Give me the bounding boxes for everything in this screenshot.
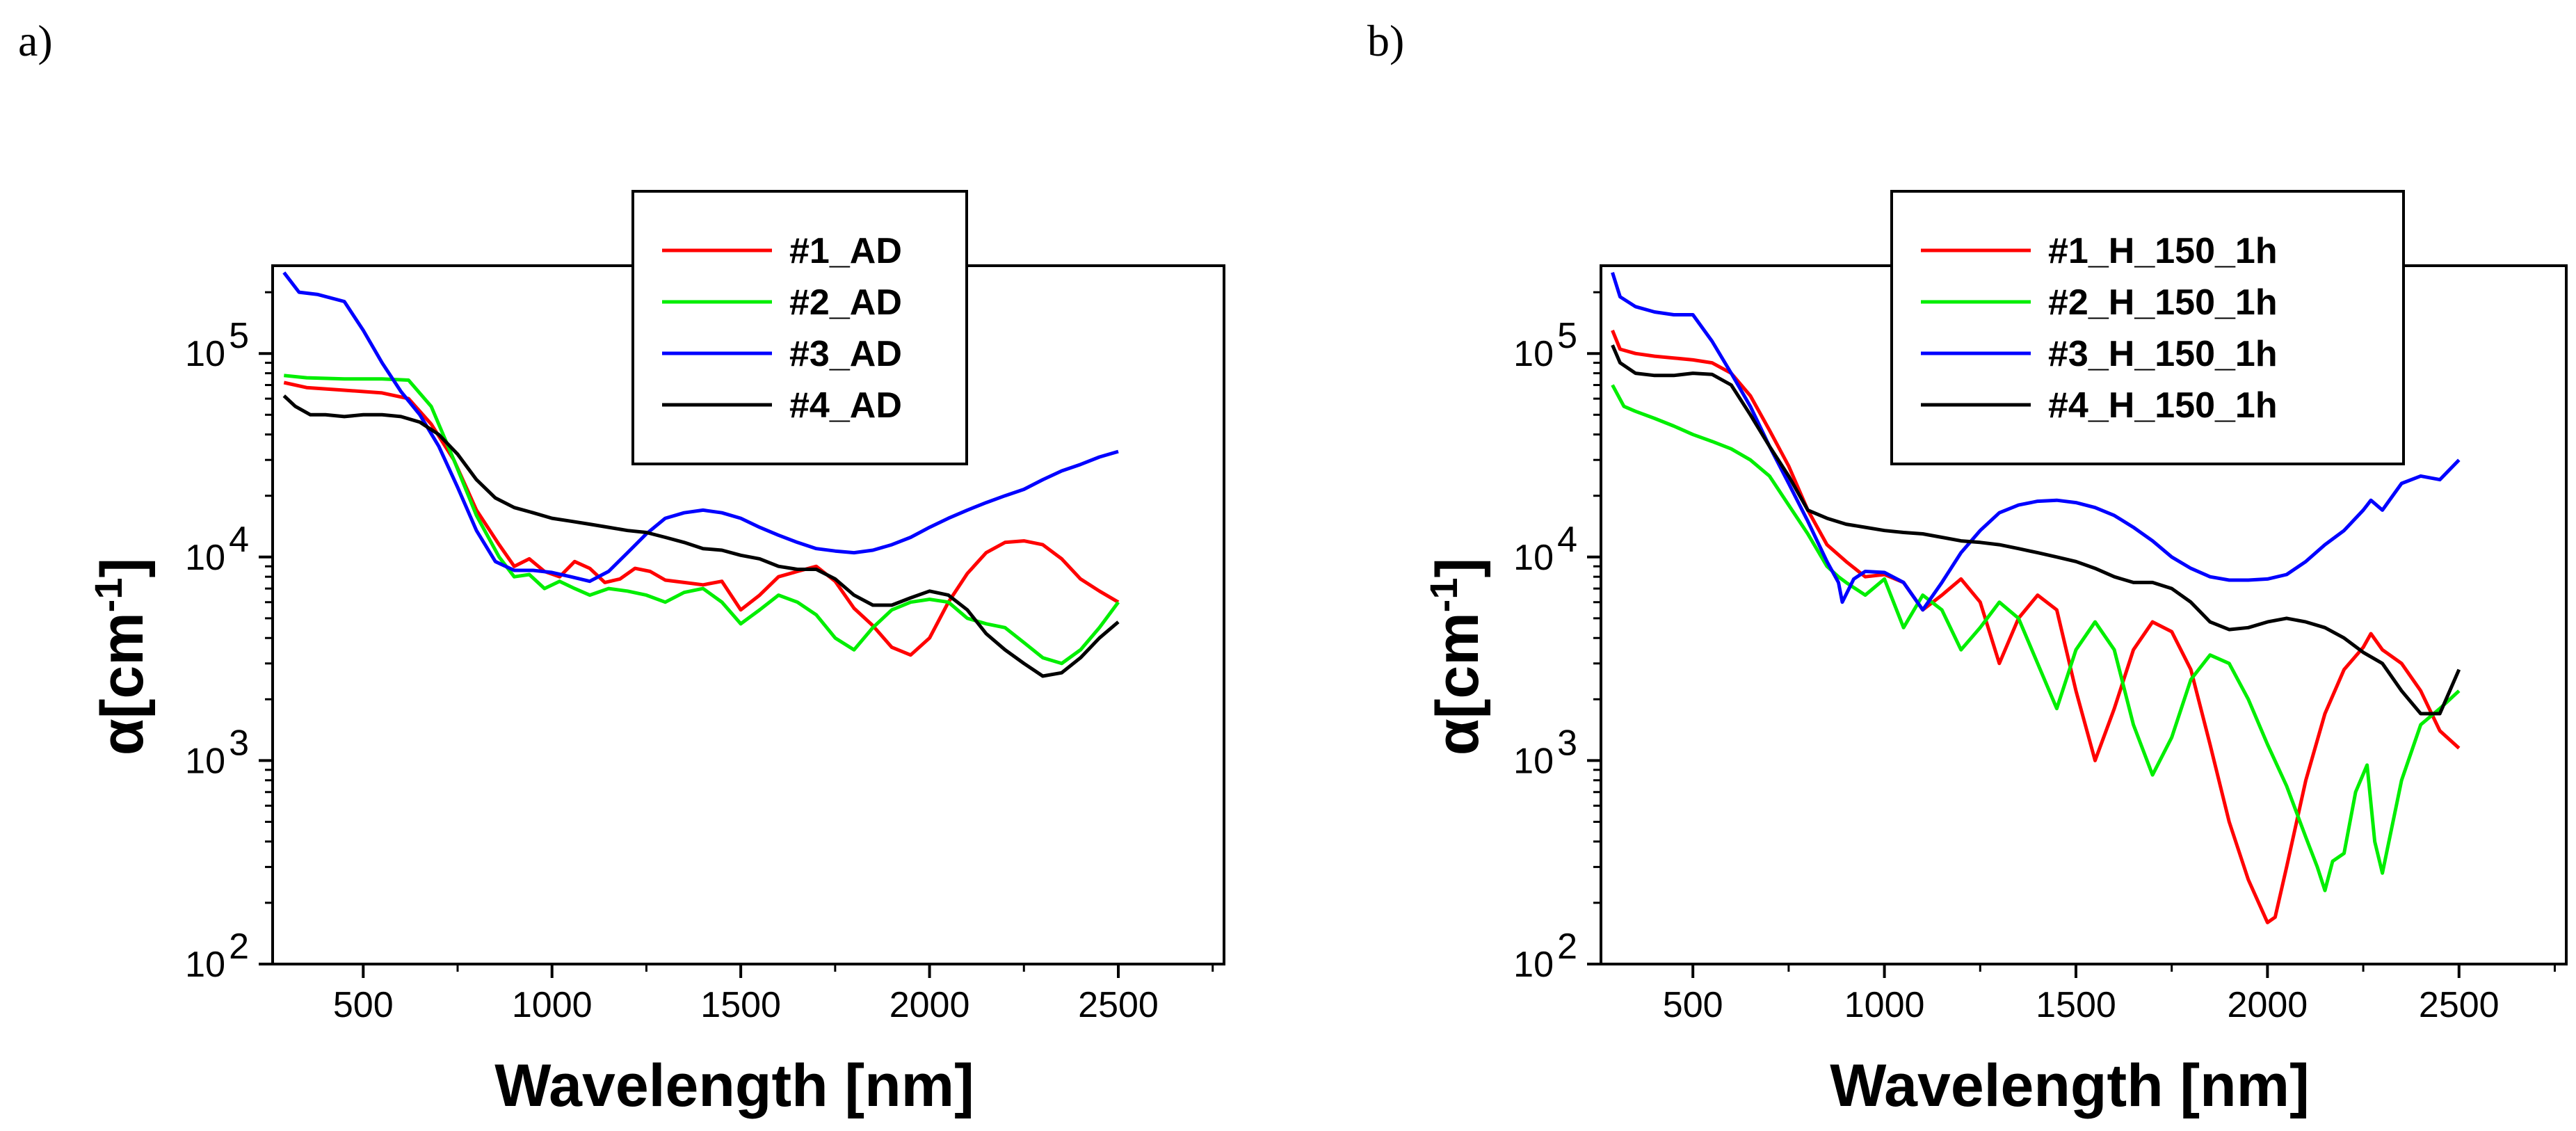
chart-b-x-tick-label: 2500	[2419, 985, 2499, 1025]
chart-a-legend-label-4: #4_AD	[789, 385, 902, 426]
chart-b-x-axis-title: Wavelength [nm]	[1830, 1052, 2310, 1119]
chart-a-legend-label-2: #2_AD	[789, 282, 902, 323]
chart-a-x-axis-title: Wavelength [nm]	[494, 1052, 974, 1119]
chart-b-y-tick-label: 10	[1513, 334, 1554, 374]
chart-b-y-axis-title-close: ]	[1424, 558, 1491, 578]
chart-b-series-line-1	[1611, 329, 2461, 924]
chart-a-legend-label-1: #1_AD	[789, 231, 902, 271]
chart-b-y-tick-label: 10	[1513, 945, 1554, 985]
chart-a-x-tick-label: 500	[333, 985, 394, 1025]
chart-b-y-tick-exponent: 2	[1557, 927, 1577, 967]
chart-a-y-tick-label: 10	[185, 945, 225, 985]
chart-b-x-tick-label: 1000	[1844, 985, 1925, 1025]
chart-a-y-tick-exponent: 5	[229, 316, 249, 356]
chart-a-x-tick-label: 2500	[1078, 985, 1159, 1025]
chart-a-y-tick-label: 10	[185, 741, 225, 781]
chart-a-y-tick-exponent: 3	[229, 723, 249, 763]
chart-a-x-tick-label: 2000	[889, 985, 970, 1025]
chart-a-y-axis-title: α[cm-1]	[86, 558, 156, 755]
panel-b-label: b)	[1367, 16, 1405, 65]
chart-b-y-tick-label: 10	[1513, 741, 1554, 781]
chart-a-y-axis-title-close: ]	[89, 558, 156, 578]
chart-a-series-line-4	[282, 394, 1120, 678]
chart-a-y-tick-label: 10	[185, 538, 225, 578]
chart-a-y-tick-exponent: 2	[229, 927, 249, 967]
chart-a-legend-label-3: #3_AD	[789, 334, 902, 374]
chart-a-legend-box	[631, 190, 968, 465]
chart-b-legend-label-2: #2_H_150_1h	[2048, 282, 2278, 323]
chart-a-series-line-1	[283, 380, 1120, 657]
chart-b-x-tick-label: 500	[1663, 985, 1723, 1025]
chart-b-legend-label-3: #3_H_150_1h	[2048, 334, 2278, 374]
chart-b-legend-label-4: #4_H_150_1h	[2048, 385, 2278, 426]
chart-a-y-axis-title-superscript: -1	[86, 578, 130, 613]
chart-b-y-tick-exponent: 4	[1557, 520, 1577, 560]
chart-a-x-tick-label: 1500	[700, 985, 781, 1025]
chart-b-x-tick-label: 1500	[2036, 985, 2116, 1025]
chart-b-y-tick-exponent: 5	[1557, 316, 1577, 356]
chart-a-legend: #1_AD #2_AD #3_AD #4_AD	[631, 190, 968, 465]
chart-a-y-tick-exponent: 4	[229, 520, 249, 560]
chart-b-series-line-2	[1611, 384, 2461, 892]
chart-b-legend-box	[1890, 190, 2405, 465]
chart-a-x-tick-label: 1000	[512, 985, 593, 1025]
chart-a-y-axis-title-main: α[cm	[89, 612, 156, 755]
chart-b-legend-label-1: #1_H_150_1h	[2048, 231, 2278, 271]
chart-b-y-axis-title-superscript: -1	[1422, 578, 1465, 613]
chart-b-legend: #1_H_150_1h #2_H_150_1h #3_H_150_1h #4_H_15…	[1890, 190, 2405, 465]
chart-b-y-axis-title: α[cm-1]	[1422, 558, 1491, 755]
chart-a-series-line-2	[284, 374, 1120, 666]
chart-b-y-tick-label: 10	[1513, 538, 1554, 578]
chart-b-series-line-4	[1611, 344, 2461, 716]
chart-a-y-tick-label: 10	[185, 334, 225, 374]
panel-a-label: a)	[18, 16, 53, 65]
chart-b-y-tick-exponent: 3	[1557, 723, 1577, 763]
chart-b-series-line-3	[1611, 272, 2461, 612]
chart-b-y-axis-title-main: α[cm	[1424, 612, 1491, 755]
chart-b-x-tick-label: 2000	[2228, 985, 2308, 1025]
